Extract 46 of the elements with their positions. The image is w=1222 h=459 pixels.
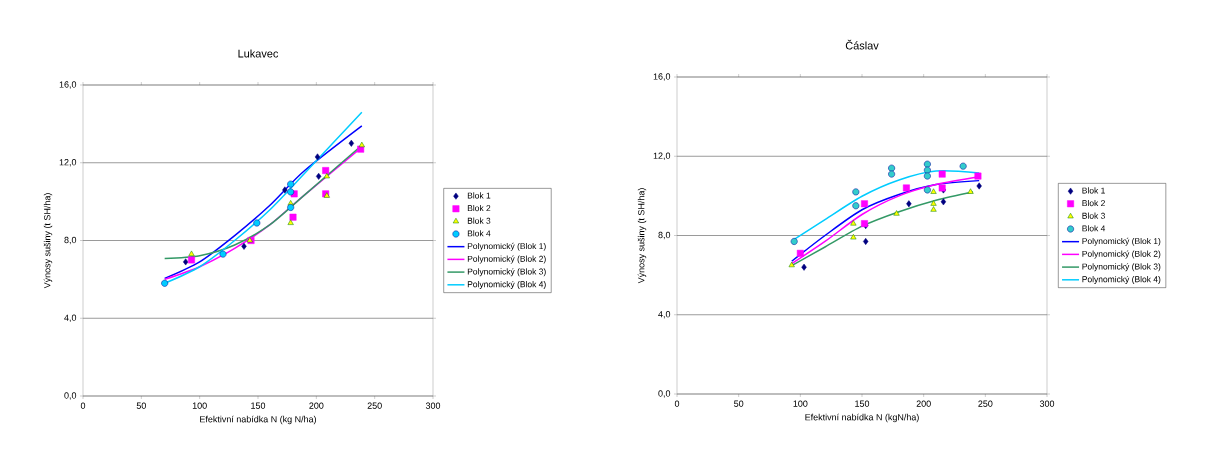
chart-title: Čáslav [845,39,879,50]
x-tick-label: 50 [734,400,744,407]
y-tick-label: 8,0 [64,236,77,245]
legend-label: Polynomický (Blok 3) [1082,263,1161,272]
y-tick-label: 16,0 [59,81,77,89]
y-axis-title: Výnosy sušiny (t SH/ha) [637,188,647,284]
x-tick-label: 0 [80,402,86,409]
y-tick-label: 0,0 [64,392,77,400]
x-tick-label: 300 [1039,400,1055,407]
legend-label: Polynomický (Blok 4) [467,280,546,289]
legend-label: Blok 4 [1082,225,1106,232]
x-tick-label: 200 [916,400,931,407]
y-tick-label: 12,0 [653,152,671,160]
x-tick-label: 150 [251,402,266,409]
y-tick-label: 8,0 [658,231,671,240]
x-tick-label: 150 [855,400,870,407]
legend-label: Blok 4 [467,230,491,237]
x-axis-title: Efektivní nabídka N (kgN/ha) [805,413,919,423]
legend-label: Blok 2 [1082,199,1105,207]
legend-label: Polynomický (Blok 4) [1082,275,1161,284]
legend-label: Blok 1 [467,192,491,199]
legend-label: Polynomický (Blok 1) [467,242,546,251]
x-tick-label: 300 [425,402,441,409]
legend-label: Blok 2 [467,204,491,212]
x-tick-label: 50 [136,402,146,409]
x-tick-label: 100 [192,402,207,409]
legend-label: Blok 3 [467,217,491,224]
x-tick-label: 100 [793,400,808,407]
y-tick-label: 16,0 [653,73,671,81]
x-tick-label: 0 [674,400,680,407]
legend-label: Polynomický (Blok 2) [467,255,546,264]
x-tick-label: 250 [367,402,382,409]
y-axis-title: Výnosy sušiny (t SH/ha) [43,193,53,289]
y-tick-label: 4,0 [658,311,671,319]
legend-label: Blok 1 [1082,187,1105,194]
chart-title: Lukavec [238,49,279,58]
legend-label: Polynomický (Blok 1) [1082,237,1161,246]
legend-label: Polynomický (Blok 2) [1082,250,1161,259]
legend-label: Blok 3 [1082,212,1105,219]
y-tick-label: 0,0 [658,390,671,398]
x-tick-label: 250 [978,400,993,407]
y-tick-label: 12,0 [59,159,77,167]
x-tick-label: 200 [309,402,324,409]
y-tick-label: 4,0 [64,314,77,322]
x-axis-title: Efektivní nabídka N (kg N/ha) [200,415,316,425]
legend-label: Polynomický (Blok 3) [467,268,546,277]
